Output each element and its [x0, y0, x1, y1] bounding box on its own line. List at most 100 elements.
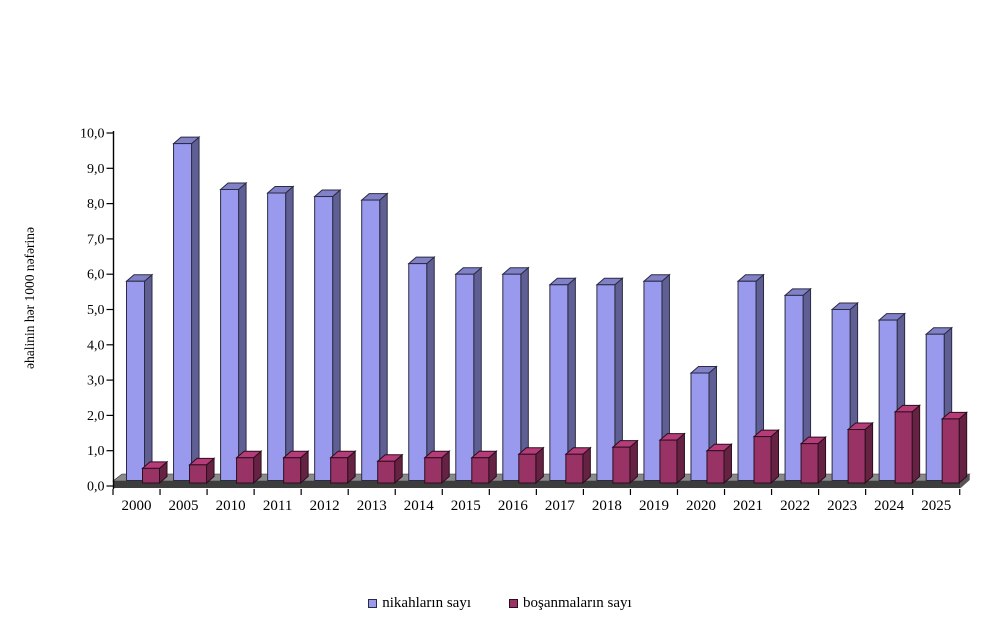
x-tick-label-2019: 2019 — [639, 498, 669, 514]
bar-front — [941, 418, 960, 484]
bar-front — [236, 457, 255, 484]
bar-marriages-2012 — [313, 188, 342, 482]
x-tick-label-2023: 2023 — [827, 498, 857, 514]
bar-divorces-2020 — [705, 443, 733, 485]
bar-marriages-2005 — [172, 135, 201, 482]
x-tick-label-2017: 2017 — [545, 498, 576, 514]
floor-front — [113, 481, 961, 488]
bar-front — [737, 280, 757, 482]
bar-side — [864, 421, 874, 485]
x-tick-label-2014: 2014 — [404, 498, 435, 514]
legend-label-divorces: boşanmaların sayı — [523, 595, 632, 611]
bar-front — [753, 436, 772, 484]
bar-side — [817, 436, 827, 485]
legend-item-marriages: nikahların sayı — [368, 595, 471, 612]
x-tick-label-2018: 2018 — [592, 498, 622, 514]
bar-front — [189, 464, 208, 484]
bar-side — [285, 185, 294, 482]
bar-side — [473, 266, 482, 482]
bar-marriages-2011 — [266, 185, 295, 482]
bar-divorces-2012 — [329, 450, 357, 485]
x-tick-label-2025: 2025 — [921, 498, 951, 514]
bar-side — [144, 273, 153, 482]
bar-divorces-2015 — [470, 450, 498, 485]
bar-front — [690, 372, 710, 482]
bar-front — [126, 280, 145, 482]
bar-front — [800, 443, 819, 484]
bar-divorces-2022 — [799, 436, 827, 485]
bar-marriages-2017 — [548, 277, 577, 482]
bar-front — [314, 196, 334, 481]
bar-front — [142, 467, 160, 484]
y-tick-label-0: 0,0 — [87, 480, 105, 495]
bar-front — [596, 284, 616, 482]
bar-divorces-2018 — [611, 439, 639, 485]
y-axis: 0,0 1,0 2,0 3,0 4,0 5,0 6,0 7,0 8,0 9,0 10,0 — [80, 127, 115, 495]
x-tick-label-2011: 2011 — [263, 498, 292, 514]
bar-side — [426, 256, 435, 482]
bar-front — [831, 309, 851, 481]
bar-front — [643, 280, 663, 482]
bar-marriages-2014 — [407, 256, 436, 482]
bar-divorces-2019 — [658, 432, 686, 485]
bar-divorces-2025 — [940, 411, 969, 485]
legend-marker-divorces — [509, 599, 518, 608]
x-tick-label-2020: 2020 — [686, 498, 716, 514]
x-tick-label-2000: 2000 — [122, 498, 152, 514]
bar-front — [267, 192, 287, 481]
bar-front — [283, 457, 302, 484]
bar-divorces-2005 — [188, 457, 216, 485]
bar-front — [565, 453, 584, 484]
bar-front — [471, 457, 490, 484]
bar-divorces-2014 — [423, 450, 451, 485]
bar-marriages-2019 — [642, 273, 671, 482]
y-tick-label-3: 3,0 — [87, 374, 105, 389]
x-axis-labels: 2000 2005 2010 2011 2012 2013 2014 2015 2016 2017… — [122, 498, 952, 514]
legend-marker-marriages — [368, 599, 378, 608]
x-tick-label-2013: 2013 — [357, 498, 387, 514]
bar-marriages-2010 — [219, 181, 248, 482]
x-tick-label-2010: 2010 — [216, 498, 246, 514]
bar-divorces-2017 — [564, 446, 592, 485]
legend: nikahların sayı boşanmaların sayı — [0, 595, 1000, 612]
x-tick-label-2016: 2016 — [498, 498, 529, 514]
x-tick-label-2012: 2012 — [310, 498, 340, 514]
y-tick-label-1: 1,0 — [87, 444, 105, 459]
bar-side — [676, 432, 685, 485]
bar-front — [706, 450, 725, 484]
x-tick-label-2024: 2024 — [874, 498, 905, 514]
bar-marriages-2016 — [501, 266, 530, 482]
bar-divorces-2023 — [846, 421, 874, 485]
x-axis-ticks — [112, 489, 961, 495]
bar-front — [502, 273, 522, 482]
bar-front — [659, 439, 678, 484]
bar-front — [455, 273, 475, 482]
bar-divorces-2010 — [235, 450, 263, 485]
bar-front — [549, 284, 569, 482]
y-tick-label-5: 5,0 — [87, 303, 105, 318]
legend-item-divorces: boşanmaların sayı — [509, 595, 632, 612]
bar-front — [847, 429, 866, 484]
bar-divorces-2011 — [282, 450, 310, 485]
bar-front — [408, 263, 428, 481]
bar-side — [958, 411, 968, 485]
y-tick-label-8: 8,0 — [87, 197, 105, 212]
x-tick-label-2022: 2022 — [780, 498, 810, 514]
bar-front — [878, 319, 898, 481]
x-tick-label-2015: 2015 — [451, 498, 481, 514]
bar-marriages-2018 — [595, 277, 624, 482]
bar-front — [173, 143, 193, 481]
bar-side — [332, 188, 341, 482]
bar-front — [784, 294, 804, 481]
bar-side — [191, 135, 200, 482]
y-tick-label-10: 10,0 — [80, 127, 105, 142]
bar-side — [238, 181, 247, 482]
floor-side — [960, 474, 970, 488]
bar-marriages-2013 — [360, 192, 389, 482]
bar-side — [911, 404, 921, 485]
bar-front — [612, 446, 631, 484]
y-tick-label-4: 4,0 — [87, 338, 105, 353]
bar-front — [424, 457, 443, 484]
